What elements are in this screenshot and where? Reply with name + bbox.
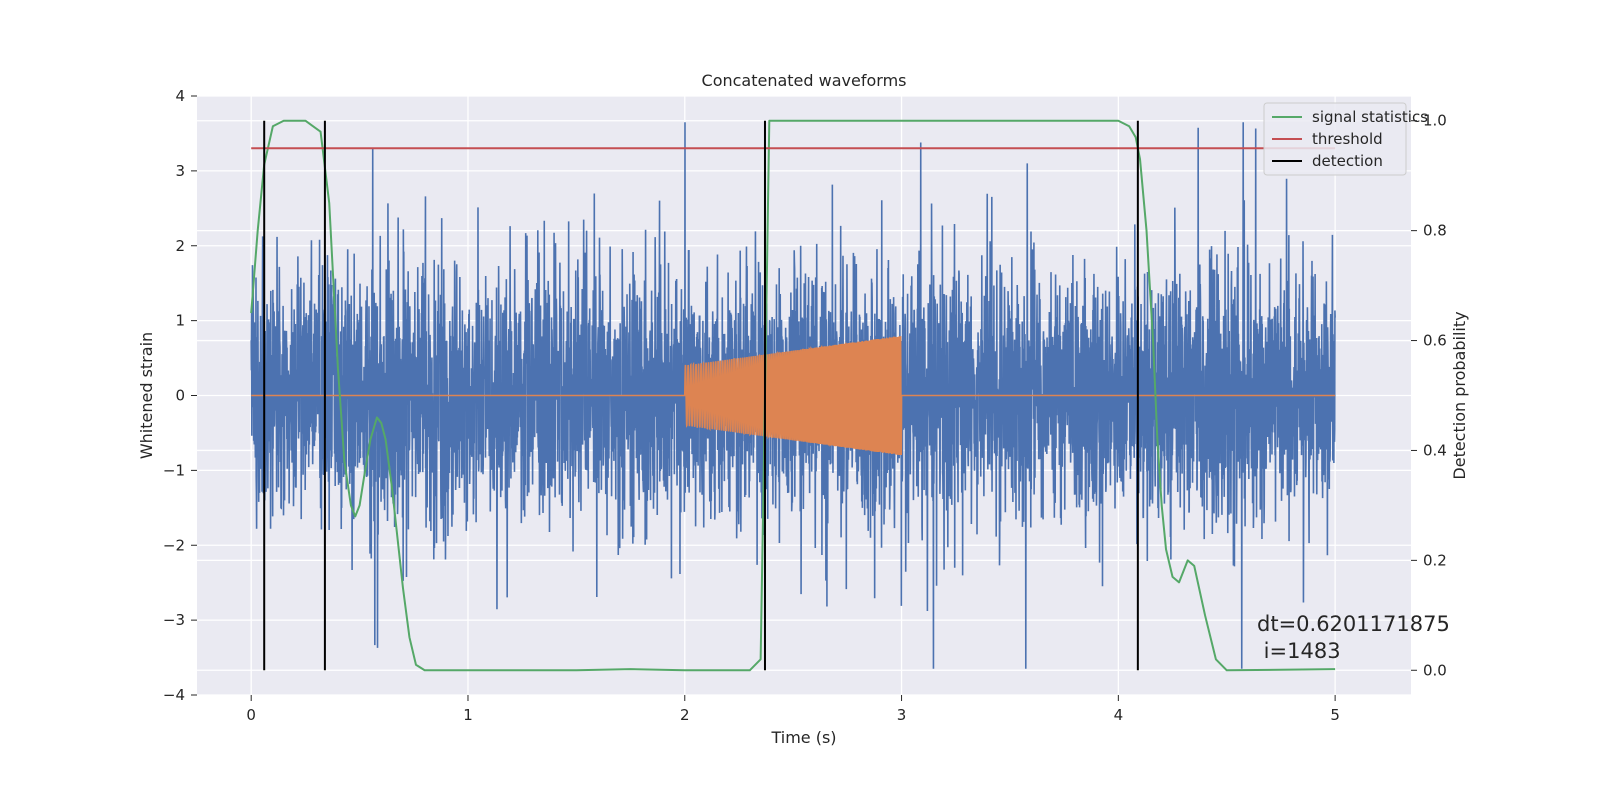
y-tick-label: −1 [163, 461, 185, 479]
chirp-signal-line [251, 336, 1336, 456]
y2-tick-label: 0.6 [1423, 332, 1447, 350]
x-tick-label: 0 [246, 706, 256, 724]
legend: signal statistics threshold detection [1263, 102, 1428, 176]
y2-tick-label: 0.0 [1423, 661, 1447, 679]
y2-tick-label: 0.8 [1423, 222, 1447, 240]
x-tick-label: 5 [1330, 706, 1340, 724]
annotation-index: i=1483 [1257, 639, 1341, 663]
y-axis-label: Whitened strain [137, 332, 156, 459]
y2-tick-label: 0.4 [1423, 441, 1447, 459]
y-tick-label: −4 [163, 686, 185, 704]
x-axis-label: Time (s) [770, 728, 836, 747]
data-layer [250, 119, 1336, 672]
y-tick-label: 4 [175, 87, 185, 105]
y-tick-label: −2 [163, 536, 185, 554]
y2-axis-label: Detection probability [1450, 311, 1469, 479]
legend-entry: detection [1312, 152, 1383, 170]
x-tick-label: 2 [680, 706, 690, 724]
y-tick-label: 3 [175, 162, 185, 180]
legend-box [1263, 102, 1407, 176]
legend-entry: threshold [1312, 130, 1383, 148]
y-tick-label: 1 [175, 312, 185, 330]
x-tick-label: 4 [1114, 706, 1124, 724]
x-tick-label: 1 [463, 706, 473, 724]
annotation-dt: dt=0.6201171875 [1257, 612, 1450, 636]
y-tick-label: 0 [175, 387, 185, 405]
legend-entry: signal statistics [1312, 108, 1428, 126]
y-tick-label: 2 [175, 237, 185, 255]
y2-tick-label: 1.0 [1423, 112, 1447, 130]
y-tick-label: −3 [163, 611, 185, 629]
signal-statistics-line [250, 119, 1336, 672]
y2-tick-label: 0.2 [1423, 551, 1447, 569]
axes: 0 1 2 3 4 5 −4 −3 −2 −1 0 1 2 3 4 0.0 0.2 0.4 0.6 0.8 1.0 [163, 87, 1447, 724]
chart-title: Concatenated waveforms [702, 71, 907, 90]
x-tick-label: 3 [897, 706, 907, 724]
